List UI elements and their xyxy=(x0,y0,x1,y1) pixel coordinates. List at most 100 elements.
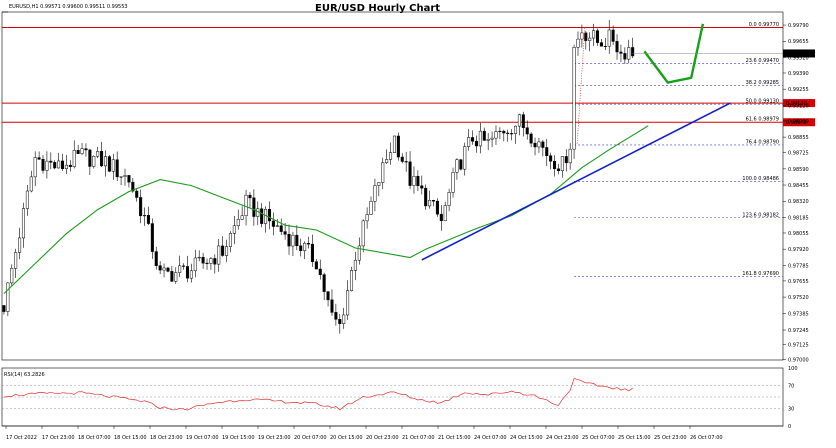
candle-body xyxy=(498,130,502,132)
time-axis-label: 20 Oct 23:00 xyxy=(366,435,399,441)
symbol-info: EURUSD,H1 0.99571 0.99600 0.99511 0.9955… xyxy=(9,4,128,10)
time-axis-label: 18 Oct 07:00 xyxy=(78,435,111,441)
candle-body xyxy=(541,141,545,148)
price-axis-label: 0.99655 xyxy=(788,39,809,45)
candle-body xyxy=(25,190,29,209)
candle-body xyxy=(260,208,264,224)
candle-body xyxy=(287,234,291,247)
candle-body xyxy=(525,127,529,135)
candle-body xyxy=(37,157,41,160)
candle-body xyxy=(459,159,463,170)
resistance-price-tag xyxy=(783,99,815,108)
price-axis-label: 0.97655 xyxy=(788,279,809,285)
time-axis-label: 21 Oct 07:00 xyxy=(402,435,435,441)
candle-body xyxy=(53,162,57,169)
candle-body xyxy=(135,190,139,198)
candle-body xyxy=(170,271,174,282)
candle-body xyxy=(228,233,232,247)
current-price-tag xyxy=(783,49,815,58)
candle-body xyxy=(283,231,287,235)
time-axis-label: 18 Oct 15:00 xyxy=(114,435,147,441)
candle-body xyxy=(100,151,104,167)
fib-level-label: 100.0 0.98486 xyxy=(742,176,779,182)
price-axis-label: 0.99790 xyxy=(788,23,809,29)
candle-body xyxy=(45,160,49,171)
candle-body xyxy=(18,237,22,253)
main-panel-frame xyxy=(1,11,784,361)
resistance-price-label: 0.99120 xyxy=(786,101,807,107)
time-axis-label: 24 Oct 07:00 xyxy=(474,435,507,441)
candle-layer xyxy=(2,19,635,334)
time-axis-label: 21 Oct 15:00 xyxy=(438,435,471,441)
candle-body xyxy=(517,114,521,127)
time-axis-label: 26 Oct 07:00 xyxy=(690,435,723,441)
candle-body xyxy=(111,159,115,172)
candle-body xyxy=(72,150,76,167)
price-axis-label: 0.97000 xyxy=(788,357,809,363)
candle-body xyxy=(588,37,592,41)
candle-body xyxy=(346,290,350,316)
candle-body xyxy=(189,270,193,279)
candle-body xyxy=(334,312,338,320)
price-axis-label: 0.97785 xyxy=(788,263,809,269)
candle-body xyxy=(357,245,361,261)
candle-body xyxy=(353,259,357,271)
resistance-price-tag xyxy=(783,118,815,127)
candle-body xyxy=(576,38,580,48)
candle-body xyxy=(61,160,65,169)
price-axis-label: 0.98185 xyxy=(788,215,809,221)
candle-body xyxy=(392,135,396,153)
candle-body xyxy=(428,200,432,207)
time-axis-label: 25 Oct 23:00 xyxy=(654,435,687,441)
price-axis-label: 0.97125 xyxy=(788,342,809,348)
price-axis-label: 0.99520 xyxy=(788,55,809,61)
candle-body xyxy=(478,130,482,147)
candle-body xyxy=(568,148,572,164)
candle-body xyxy=(439,213,443,222)
candle-body xyxy=(240,215,244,220)
rsi-axis-label: 100 xyxy=(788,366,798,372)
candle-body xyxy=(217,245,221,265)
candle-body xyxy=(529,133,533,144)
breakout-connector xyxy=(576,27,586,144)
candle-body xyxy=(178,265,182,273)
price-axis-label: 0.97245 xyxy=(788,328,809,334)
candle-body xyxy=(474,140,478,147)
candle-body xyxy=(471,137,475,142)
candle-body xyxy=(443,205,447,222)
candle-body xyxy=(21,208,25,239)
time-axis-label: 19 Oct 15:00 xyxy=(222,435,255,441)
rsi-line xyxy=(3,378,633,411)
candle-body xyxy=(267,209,272,222)
candle-body xyxy=(549,155,553,162)
candle-body xyxy=(139,197,143,217)
price-axis: 0.97000 0.97125 0.97245 0.97385 0.97520 0.976… xyxy=(632,23,815,363)
candle-body xyxy=(412,176,416,186)
candle-body xyxy=(537,141,541,148)
time-axis-label: 20 Oct 15:00 xyxy=(330,435,363,441)
candle-body xyxy=(408,161,412,186)
candle-body xyxy=(275,225,279,227)
candle-body xyxy=(560,156,564,172)
candle-body xyxy=(494,131,498,139)
price-axis-label: 0.98055 xyxy=(788,231,809,237)
candle-body xyxy=(619,51,623,54)
fib-level-label: 123.6 0.98182 xyxy=(742,212,779,218)
candle-body xyxy=(623,53,627,60)
candle-body xyxy=(314,261,318,270)
candle-body xyxy=(174,272,178,282)
candle-body xyxy=(225,246,229,256)
candle-body xyxy=(615,41,619,53)
time-axis-label: 19 Oct 23:00 xyxy=(258,435,291,441)
candle-body xyxy=(88,149,92,167)
candle-body xyxy=(291,234,295,247)
fib-level-label: 61.6 0.98979 xyxy=(746,117,779,123)
candle-body xyxy=(420,185,424,189)
resistance-price-label: 0.98972 xyxy=(786,120,807,126)
candle-body xyxy=(455,159,459,173)
resistance-layer: 0.99120 0.98972 xyxy=(2,26,815,127)
candle-body xyxy=(182,265,186,267)
candle-body xyxy=(57,160,61,169)
fib-level-label: 38.2 0.99285 xyxy=(746,80,779,86)
